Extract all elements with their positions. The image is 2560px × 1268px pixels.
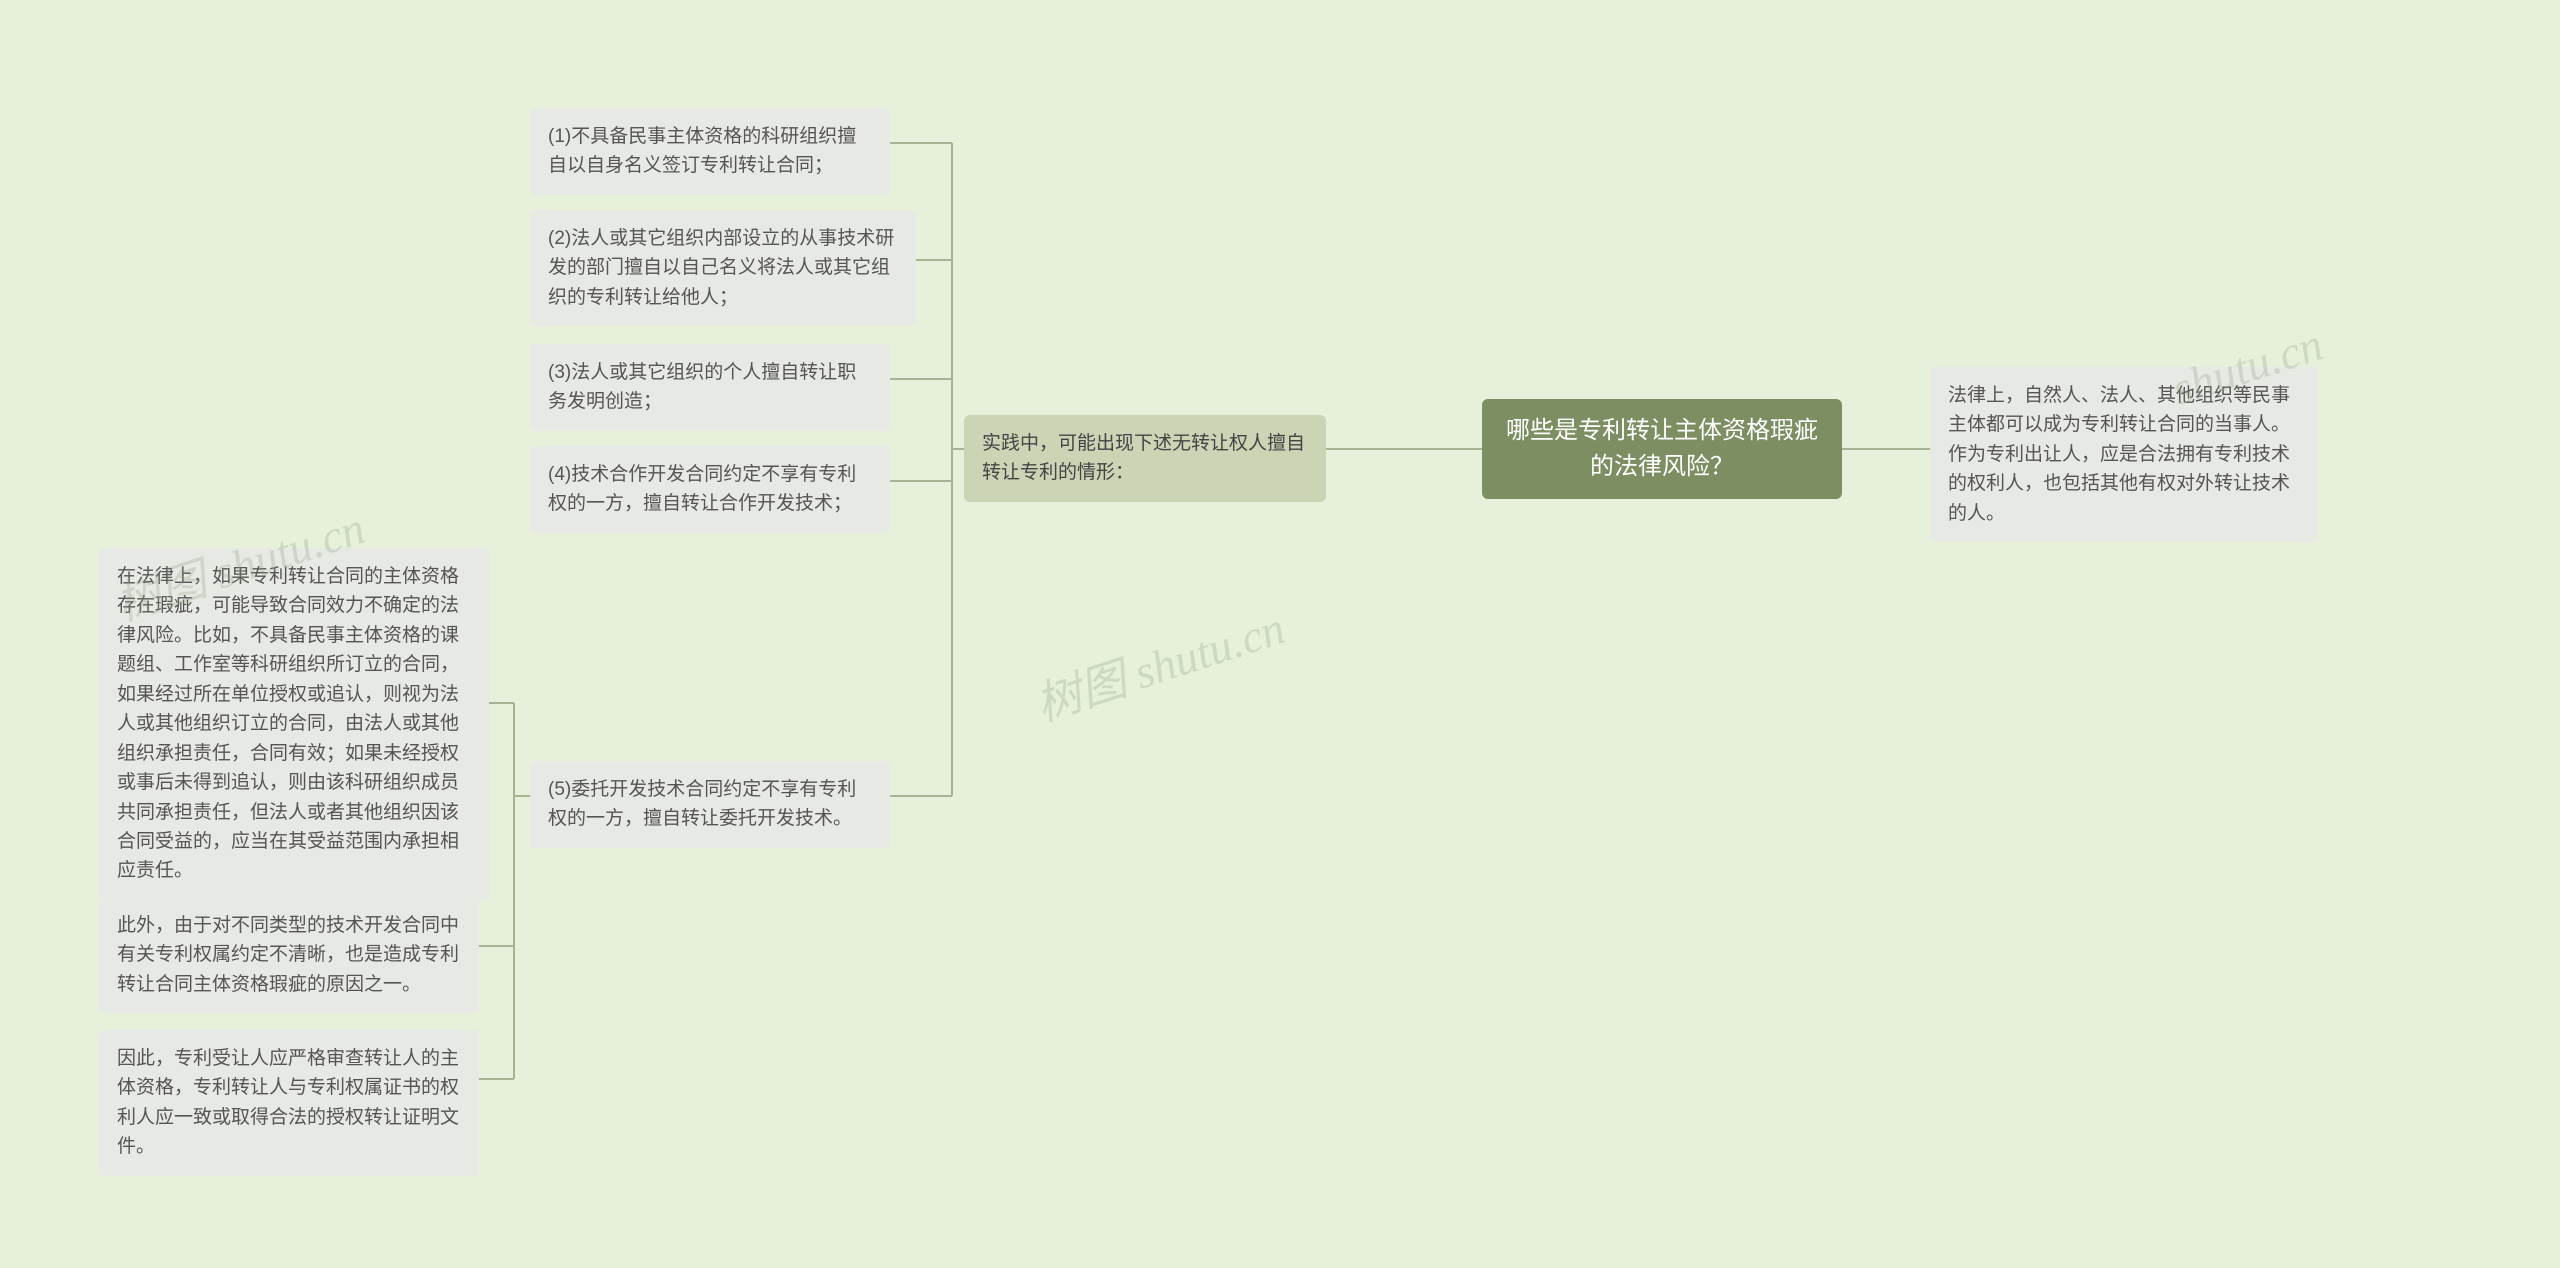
left-leaf-2[interactable]: (2)法人或其它组织内部设立的从事技术研发的部门擅自以自己名义将法人或其它组织的… [530,210,916,326]
root-text: 哪些是专利转让主体资格瑕疵的法律风险？ [1502,413,1822,485]
left-leaf-1-text: (1)不具备民事主体资格的科研组织擅自以自身名义签订专利转让合同； [548,126,856,176]
far-leaf-1[interactable]: 在法律上，如果专利转让合同的主体资格存在瑕疵，可能导致合同效力不确定的法律风险。… [99,548,489,900]
far-leaf-3[interactable]: 因此，专利受让人应严格审查转让人的主体资格，专利转让人与专利权属证书的权利人应一… [99,1030,479,1176]
left-leaf-2-text: (2)法人或其它组织内部设立的从事技术研发的部门擅自以自己名义将法人或其它组织的… [548,228,894,308]
left-leaf-5-text: (5)委托开发技术合同约定不享有专利权的一方，擅自转让委托开发技术。 [548,779,856,829]
left-leaf-1[interactable]: (1)不具备民事主体资格的科研组织擅自以自身名义签订专利转让合同； [530,108,890,195]
far-leaf-2-text: 此外，由于对不同类型的技术开发合同中有关专利权属约定不清晰，也是造成专利转让合同… [117,915,459,995]
far-leaf-2[interactable]: 此外，由于对不同类型的技术开发合同中有关专利权属约定不清晰，也是造成专利转让合同… [99,897,479,1013]
far-leaf-1-text: 在法律上，如果专利转让合同的主体资格存在瑕疵，可能导致合同效力不确定的法律风险。… [117,566,459,881]
left-leaf-4[interactable]: (4)技术合作开发合同约定不享有专利权的一方，擅自转让合作开发技术； [530,446,890,533]
left-mid-node[interactable]: 实践中，可能出现下述无转让权人擅自转让专利的情形： [964,415,1326,502]
left-mid-text: 实践中，可能出现下述无转让权人擅自转让专利的情形： [982,433,1305,483]
left-leaf-4-text: (4)技术合作开发合同约定不享有专利权的一方，擅自转让合作开发技术； [548,464,856,514]
left-leaf-3-text: (3)法人或其它组织的个人擅自转让职务发明创造； [548,362,856,412]
left-leaf-5[interactable]: (5)委托开发技术合同约定不享有专利权的一方，擅自转让委托开发技术。 [530,761,890,848]
right-leaf-text: 法律上，自然人、法人、其他组织等民事主体都可以成为专利转让合同的当事人。作为专利… [1948,385,2290,524]
root-node[interactable]: 哪些是专利转让主体资格瑕疵的法律风险？ [1482,399,1842,499]
far-leaf-3-text: 因此，专利受让人应严格审查转让人的主体资格，专利转让人与专利权属证书的权利人应一… [117,1048,459,1157]
right-leaf[interactable]: 法律上，自然人、法人、其他组织等民事主体都可以成为专利转让合同的当事人。作为专利… [1930,367,2318,542]
left-leaf-3[interactable]: (3)法人或其它组织的个人擅自转让职务发明创造； [530,344,890,431]
